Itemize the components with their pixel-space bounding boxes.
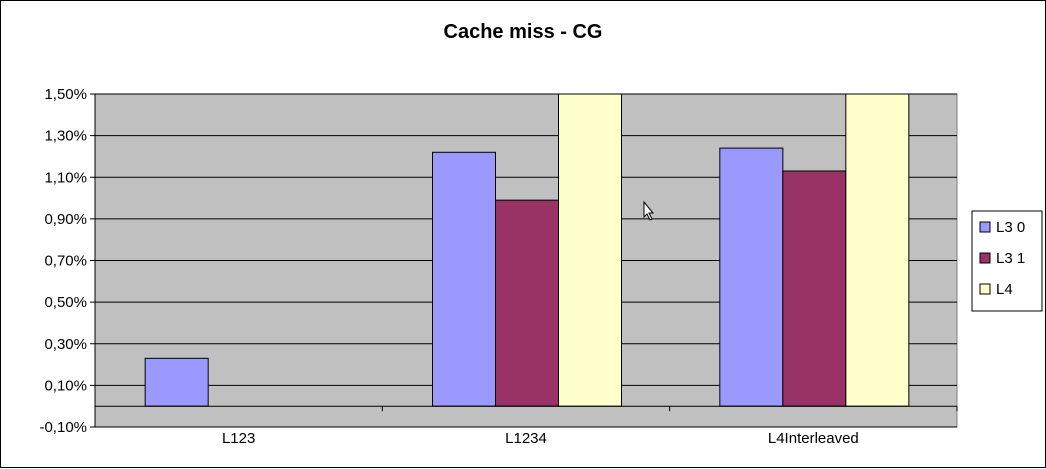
bar-l3-0-l1234 <box>432 151 496 407</box>
chart-title: Cache miss - CG <box>444 21 603 43</box>
y-tick-label: 0,90% <box>44 211 87 228</box>
bar-l4-l4interleaved <box>845 93 910 407</box>
legend-label: L4 <box>996 281 1013 298</box>
y-tick-label: -0,10% <box>39 419 87 436</box>
y-tick-label: 0,30% <box>44 336 87 353</box>
y-tick-label: 0,10% <box>44 377 87 394</box>
bars <box>144 93 910 407</box>
x-tick-label: L1234 <box>505 430 547 447</box>
bar-l3-0-l123 <box>144 357 209 407</box>
legend-label: L3 1 <box>996 250 1025 267</box>
y-tick-label: 1,50% <box>44 86 87 103</box>
legend-swatch <box>979 221 991 233</box>
legend-label: L3 0 <box>996 219 1025 236</box>
x-tick-label: L123 <box>222 430 255 447</box>
bar-l3-1-l1234 <box>495 199 559 407</box>
x-tick-label: L4Interleaved <box>768 430 859 447</box>
legend-swatch <box>979 252 991 264</box>
bar-l3-1-l4interleaved <box>782 170 847 407</box>
legend: L3 0 L3 1 L4 <box>971 210 1043 312</box>
y-tick-label: 1,10% <box>44 169 87 186</box>
mouse-cursor-icon <box>643 200 655 221</box>
legend-swatch <box>979 283 991 295</box>
y-axis-ticks: -0,10% 0,10% 0,30% 0,50% 0,70% 0,90% 1,10% 1,30… <box>39 86 96 436</box>
bar-l3-0-l4interleaved <box>719 147 784 407</box>
x-axis: L123 L1234 L4Interleaved <box>94 405 958 447</box>
y-tick-label: 0,70% <box>44 253 87 270</box>
y-tick-label: 1,30% <box>44 128 87 145</box>
y-tick-label: 0,50% <box>44 294 87 311</box>
bar-l4-l1234 <box>558 93 622 407</box>
